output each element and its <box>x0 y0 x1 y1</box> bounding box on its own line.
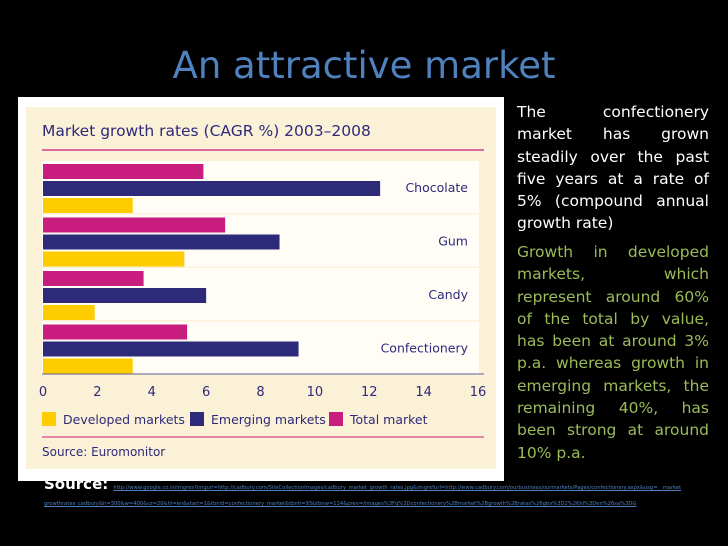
x-tick-label: 4 <box>148 385 156 400</box>
category-label-gum: Gum <box>438 234 468 249</box>
chart-source: Source: Euromonitor <box>42 445 165 459</box>
ticks-layer: 0 2 4 6 8 10 12 14 16 <box>39 373 487 400</box>
x-tick-label: 6 <box>202 385 210 400</box>
chart-panel: Market growth rates (CAGR %) 2003–2008 C… <box>18 97 504 481</box>
category-label-chocolate: Chocolate <box>405 180 468 195</box>
x-tick-label: 16 <box>470 385 487 400</box>
legend-label-developed-markets: Developed markets <box>63 412 185 427</box>
paragraph-regional-growth: Growth in developed markets, which repre… <box>517 243 709 462</box>
chart-svg: Market growth rates (CAGR %) 2003–2008 C… <box>26 107 496 469</box>
x-tick-label: 12 <box>361 385 378 400</box>
bar-gum-developed-markets <box>43 251 185 267</box>
x-tick-label: 14 <box>415 385 432 400</box>
category-label-confectionery: Confectionery <box>381 341 469 356</box>
bar-gum-total-market <box>43 217 226 233</box>
legend-label-total-market: Total market <box>349 412 428 427</box>
bar-confectionery-developed-markets <box>43 358 133 374</box>
category-label-candy: Candy <box>428 287 468 302</box>
x-tick-label: 0 <box>39 385 47 400</box>
bar-gum-emerging-markets <box>43 234 280 250</box>
legend-swatch-emerging-markets <box>190 412 204 426</box>
bar-confectionery-total-market <box>43 324 188 340</box>
source-label: Source: <box>44 475 109 493</box>
slide-title: An attractive market <box>172 44 556 87</box>
bar-chocolate-total-market <box>43 164 204 179</box>
source-line: Source: http://www.google.co.in/imgres?i… <box>44 475 684 510</box>
legend-swatch-total-market <box>329 412 343 426</box>
bar-candy-developed-markets <box>43 305 95 320</box>
bar-chocolate-developed-markets <box>43 198 133 213</box>
paragraph-market-growth: The confectionery market has grown stead… <box>517 103 709 233</box>
x-tick-label: 10 <box>307 385 324 400</box>
bars-layer <box>43 164 381 374</box>
legend-layer: Developed markets Emerging markets Total m… <box>42 412 484 438</box>
bar-chocolate-emerging-markets <box>43 181 381 196</box>
bar-confectionery-emerging-markets <box>43 341 299 357</box>
legend-swatch-developed-markets <box>42 412 56 426</box>
x-tick-label: 2 <box>93 385 101 400</box>
bar-candy-total-market <box>43 271 144 286</box>
chart-title: Market growth rates (CAGR %) 2003–2008 <box>42 122 371 140</box>
source-link[interactable]: http://www.google.co.in/imgres?imgurl=ht… <box>44 485 682 507</box>
legend-label-emerging-markets: Emerging markets <box>211 412 326 427</box>
bar-candy-emerging-markets <box>43 288 207 303</box>
x-tick-label: 8 <box>256 385 264 400</box>
